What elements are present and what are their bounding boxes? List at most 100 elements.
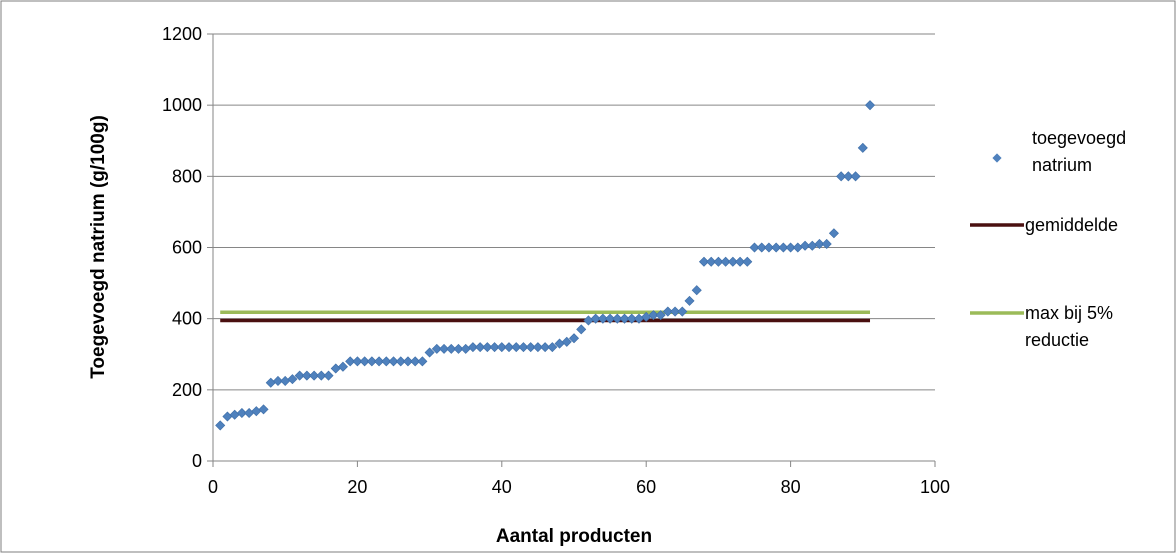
data-point <box>836 171 847 182</box>
data-point <box>568 333 580 344</box>
data-point <box>287 374 298 385</box>
x-tick-label: 0 <box>208 477 218 497</box>
data-point <box>590 313 601 324</box>
data-point <box>446 343 457 354</box>
data-point <box>749 242 760 253</box>
data-point <box>215 420 226 431</box>
data-point <box>605 313 616 324</box>
data-point <box>489 342 500 353</box>
data-point <box>496 342 507 353</box>
data-point <box>612 313 623 324</box>
data-point <box>381 356 392 367</box>
legend: toegevoegd natrium gemiddelde max bij 5% red… <box>970 128 1126 350</box>
data-point <box>525 342 536 353</box>
data-point <box>857 142 868 153</box>
data-point <box>352 356 363 367</box>
data-point <box>698 256 709 267</box>
data-point <box>684 295 695 306</box>
legend-label-0: natrium <box>1032 155 1092 175</box>
data-point <box>821 238 832 249</box>
x-axis-title: Aantal producten <box>496 526 652 547</box>
x-tick-label: 20 <box>347 477 367 497</box>
data-point <box>778 242 789 253</box>
data-point <box>503 342 515 353</box>
data-point <box>424 347 435 358</box>
data-point <box>374 356 385 367</box>
data-point <box>706 256 717 267</box>
data-point <box>431 343 442 354</box>
gridlines <box>213 33 935 391</box>
data-point <box>345 356 356 367</box>
data-point <box>359 356 370 367</box>
legend-marker-0 <box>992 153 1002 163</box>
y-tick-label: 1000 <box>162 95 202 115</box>
data-point <box>735 256 746 267</box>
data-point <box>258 404 269 415</box>
x-tick-labels: 0 20 40 60 80 100 <box>208 477 950 497</box>
data-point <box>785 242 796 253</box>
data-point <box>294 370 305 381</box>
data-point <box>395 356 406 367</box>
data-point <box>402 356 413 367</box>
data-point <box>713 256 724 267</box>
x-tick-label: 60 <box>636 477 656 497</box>
data-point <box>648 310 659 321</box>
y-tick-labels: 0 200 400 600 800 1000 1200 <box>162 24 202 471</box>
x-tick-label: 80 <box>781 477 801 497</box>
data-point <box>366 356 377 367</box>
legend-label-1: gemiddelde <box>1025 215 1118 235</box>
data-point <box>475 342 486 353</box>
data-point <box>828 228 839 239</box>
data-point <box>619 313 630 324</box>
data-point <box>439 343 450 354</box>
data-point <box>561 336 572 347</box>
data-point <box>482 342 493 353</box>
data-point <box>236 407 247 418</box>
x-tick-label: 100 <box>920 477 950 497</box>
x-tick-label: 40 <box>492 477 512 497</box>
data-point <box>763 242 774 253</box>
data-point <box>323 370 334 381</box>
legend-label-2: max bij 5% <box>1025 303 1113 323</box>
data-point <box>800 240 811 251</box>
data-point <box>662 306 673 317</box>
data-point <box>309 370 320 381</box>
data-point <box>742 256 753 267</box>
legend-label-2: reductie <box>1025 330 1089 350</box>
y-tick-label: 800 <box>172 166 202 186</box>
data-point <box>301 370 312 381</box>
data-point <box>691 285 702 296</box>
data-point <box>864 100 876 111</box>
axes <box>207 33 936 467</box>
y-axis-title: Toegevoegd natrium (g/100g) <box>88 115 109 379</box>
data-point <box>337 361 348 372</box>
data-points <box>215 100 876 431</box>
data-point <box>850 171 861 182</box>
reference-lines <box>220 310 871 323</box>
legend-label-0: toegevoegd <box>1032 128 1126 148</box>
y-tick-label: 1200 <box>162 24 202 44</box>
data-point <box>547 342 558 353</box>
data-point <box>532 342 543 353</box>
data-point <box>626 313 637 324</box>
data-point <box>677 306 688 317</box>
data-point <box>417 356 428 367</box>
data-point <box>655 310 666 321</box>
data-point <box>511 342 522 353</box>
y-tick-label: 600 <box>172 238 202 258</box>
data-point <box>518 342 529 353</box>
data-point <box>316 370 327 381</box>
data-point <box>272 375 284 386</box>
y-tick-label: 400 <box>172 309 202 329</box>
data-point <box>597 313 608 324</box>
data-point <box>670 306 681 317</box>
data-point <box>453 343 464 354</box>
data-point <box>540 342 551 353</box>
data-point <box>388 356 399 367</box>
data-point <box>576 324 587 335</box>
data-point <box>727 256 738 267</box>
y-tick-label: 200 <box>172 380 202 400</box>
